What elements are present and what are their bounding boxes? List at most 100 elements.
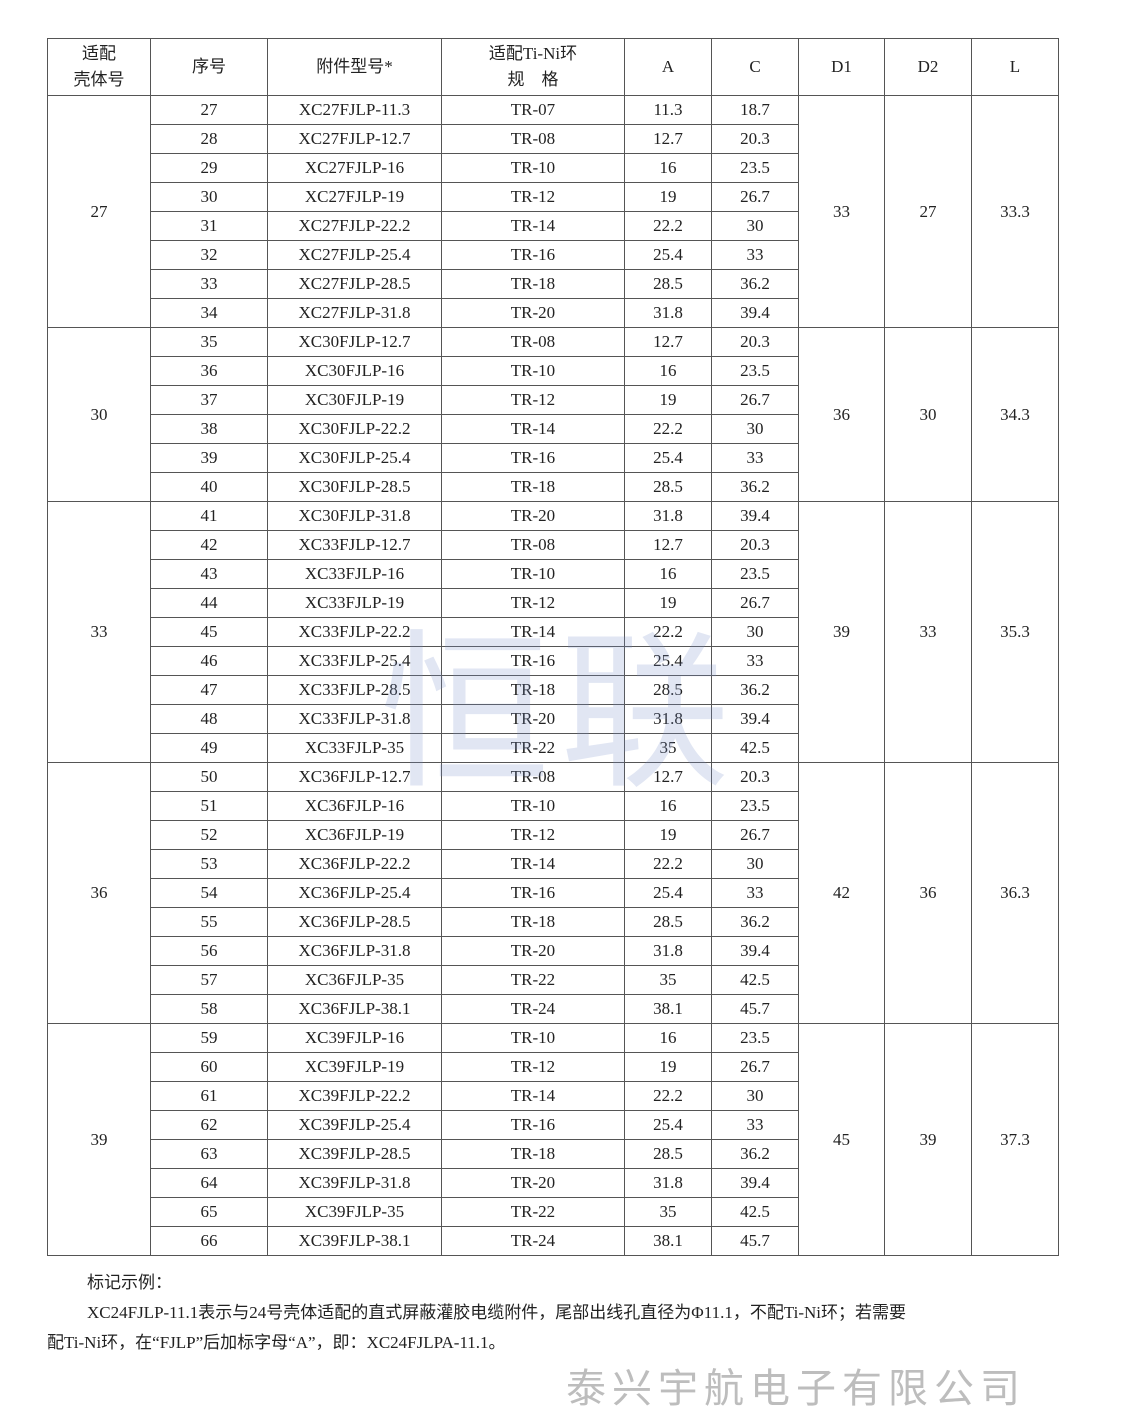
- c-cell: 36.2: [711, 269, 799, 299]
- a-cell: 19: [624, 1052, 712, 1082]
- seq-cell: 46: [150, 646, 268, 676]
- model-cell: XC30FJLP-31.8: [267, 501, 442, 531]
- table-row: 62 XC39FJLP-25.4 TR-16 25.4 33: [48, 1110, 1059, 1140]
- table-row: 33 41 XC30FJLP-31.8 TR-20 31.8 39.4 39 33 35.3: [47, 501, 1059, 763]
- c-cell: 26.7: [711, 1052, 799, 1082]
- a-cell: 22.2: [624, 414, 712, 444]
- table-row: 29 XC27FJLP-16 TR-10 16 23.5: [48, 153, 1059, 183]
- ring-cell: TR-20: [441, 704, 625, 734]
- a-cell: 31.8: [624, 501, 712, 531]
- c-cell: 42.5: [711, 965, 799, 995]
- table-row: 40 XC30FJLP-28.5 TR-18 28.5 36.2: [48, 472, 1059, 502]
- table-row: 51 XC36FJLP-16 TR-10 16 23.5: [48, 791, 1059, 821]
- table-row: 65 XC39FJLP-35 TR-22 35 42.5: [48, 1197, 1059, 1227]
- ring-cell: TR-12: [441, 182, 625, 212]
- table-row: 61 XC39FJLP-22.2 TR-14 22.2 30: [48, 1081, 1059, 1111]
- table-row: 52 XC36FJLP-19 TR-12 19 26.7: [48, 820, 1059, 850]
- seq-cell: 57: [150, 965, 268, 995]
- a-cell: 19: [624, 182, 712, 212]
- a-cell: 22.2: [624, 617, 712, 647]
- model-cell: XC39FJLP-25.4: [267, 1110, 442, 1140]
- model-cell: XC39FJLP-28.5: [267, 1139, 442, 1169]
- ring-cell: TR-16: [441, 443, 625, 473]
- model-cell: XC30FJLP-25.4: [267, 443, 442, 473]
- note-line: 配Ti-Ni环，在“FJLP”后加标字母“A”，即：XC24FJLPA-11.1…: [47, 1333, 506, 1352]
- c-cell: 30: [711, 849, 799, 879]
- c-cell: 23.5: [711, 1023, 799, 1053]
- a-cell: 12.7: [624, 762, 712, 792]
- note-line: XC24FJLP-11.1表示与24号壳体适配的直式屏蔽灌胶电缆附件，尾部出线孔…: [87, 1303, 907, 1322]
- seq-cell: 27: [150, 95, 268, 125]
- c-cell: 39.4: [711, 501, 799, 531]
- ring-cell: TR-20: [441, 1168, 625, 1198]
- table-row: 66 XC39FJLP-38.1 TR-24 38.1 45.7: [48, 1226, 1059, 1256]
- seq-cell: 49: [150, 733, 268, 763]
- model-cell: XC30FJLP-28.5: [267, 472, 442, 502]
- ring-cell: TR-08: [441, 124, 625, 154]
- watermark: 恒联: [380, 615, 741, 813]
- ring-cell: TR-08: [441, 530, 625, 560]
- a-cell: 12.7: [624, 530, 712, 560]
- ring-cell: TR-10: [441, 153, 625, 183]
- seq-cell: 38: [150, 414, 268, 444]
- ring-cell: TR-10: [441, 356, 625, 386]
- seq-cell: 48: [150, 704, 268, 734]
- seq-cell: 34: [150, 298, 268, 328]
- a-cell: 11.3: [624, 95, 712, 125]
- c-cell: 39.4: [711, 936, 799, 966]
- l-cell: 36.3: [971, 762, 1059, 1024]
- c-cell: 23.5: [711, 153, 799, 183]
- table-row: 53 XC36FJLP-22.2 TR-14 22.2 30: [48, 849, 1059, 879]
- seq-cell: 60: [150, 1052, 268, 1082]
- ring-cell: TR-14: [441, 211, 625, 241]
- model-cell: XC33FJLP-31.8: [267, 704, 442, 734]
- c-cell: 39.4: [711, 1168, 799, 1198]
- a-cell: 25.4: [624, 443, 712, 473]
- a-cell: 22.2: [624, 211, 712, 241]
- shell-cell: 39: [47, 1023, 151, 1256]
- d1-cell: 39: [798, 501, 885, 763]
- note-title: 标记示例：: [87, 1273, 172, 1292]
- model-cell: XC27FJLP-22.2: [267, 211, 442, 241]
- shell-cell: 33: [47, 501, 151, 763]
- c-cell: 26.7: [711, 182, 799, 212]
- c-cell: 33: [711, 240, 799, 270]
- seq-cell: 53: [150, 849, 268, 879]
- a-cell: 28.5: [624, 907, 712, 937]
- ring-cell: TR-18: [441, 907, 625, 937]
- model-cell: XC27FJLP-25.4: [267, 240, 442, 270]
- seq-cell: 37: [150, 385, 268, 415]
- ring-cell: TR-14: [441, 414, 625, 444]
- c-cell: 30: [711, 414, 799, 444]
- table-row: 54 XC36FJLP-25.4 TR-16 25.4 33: [48, 878, 1059, 908]
- seq-cell: 61: [150, 1081, 268, 1111]
- model-cell: XC30FJLP-19: [267, 385, 442, 415]
- header-cell: 适配 壳体号: [47, 38, 151, 96]
- a-cell: 16: [624, 153, 712, 183]
- ring-cell: TR-16: [441, 1110, 625, 1140]
- table-row: 45 XC33FJLP-22.2 TR-14 22.2 30: [48, 617, 1059, 647]
- c-cell: 23.5: [711, 356, 799, 386]
- model-cell: XC27FJLP-31.8: [267, 298, 442, 328]
- seq-cell: 40: [150, 472, 268, 502]
- a-cell: 31.8: [624, 1168, 712, 1198]
- d1-cell: 45: [798, 1023, 885, 1256]
- model-cell: XC27FJLP-16: [267, 153, 442, 183]
- l-cell: 35.3: [971, 501, 1059, 763]
- a-cell: 12.7: [624, 327, 712, 357]
- seq-cell: 33: [150, 269, 268, 299]
- c-cell: 45.7: [711, 994, 799, 1024]
- model-cell: XC39FJLP-31.8: [267, 1168, 442, 1198]
- table-row: 30 XC27FJLP-19 TR-12 19 26.7: [48, 182, 1059, 212]
- table-row: 56 XC36FJLP-31.8 TR-20 31.8 39.4: [48, 936, 1059, 966]
- model-cell: XC27FJLP-11.3: [267, 95, 442, 125]
- seq-cell: 62: [150, 1110, 268, 1140]
- ring-cell: TR-22: [441, 965, 625, 995]
- header-cell: D2: [884, 38, 972, 96]
- d1-cell: 33: [798, 95, 885, 328]
- seq-cell: 55: [150, 907, 268, 937]
- table-row: 55 XC36FJLP-28.5 TR-18 28.5 36.2: [48, 907, 1059, 937]
- c-cell: 26.7: [711, 820, 799, 850]
- ring-cell: TR-12: [441, 385, 625, 415]
- model-cell: XC27FJLP-12.7: [267, 124, 442, 154]
